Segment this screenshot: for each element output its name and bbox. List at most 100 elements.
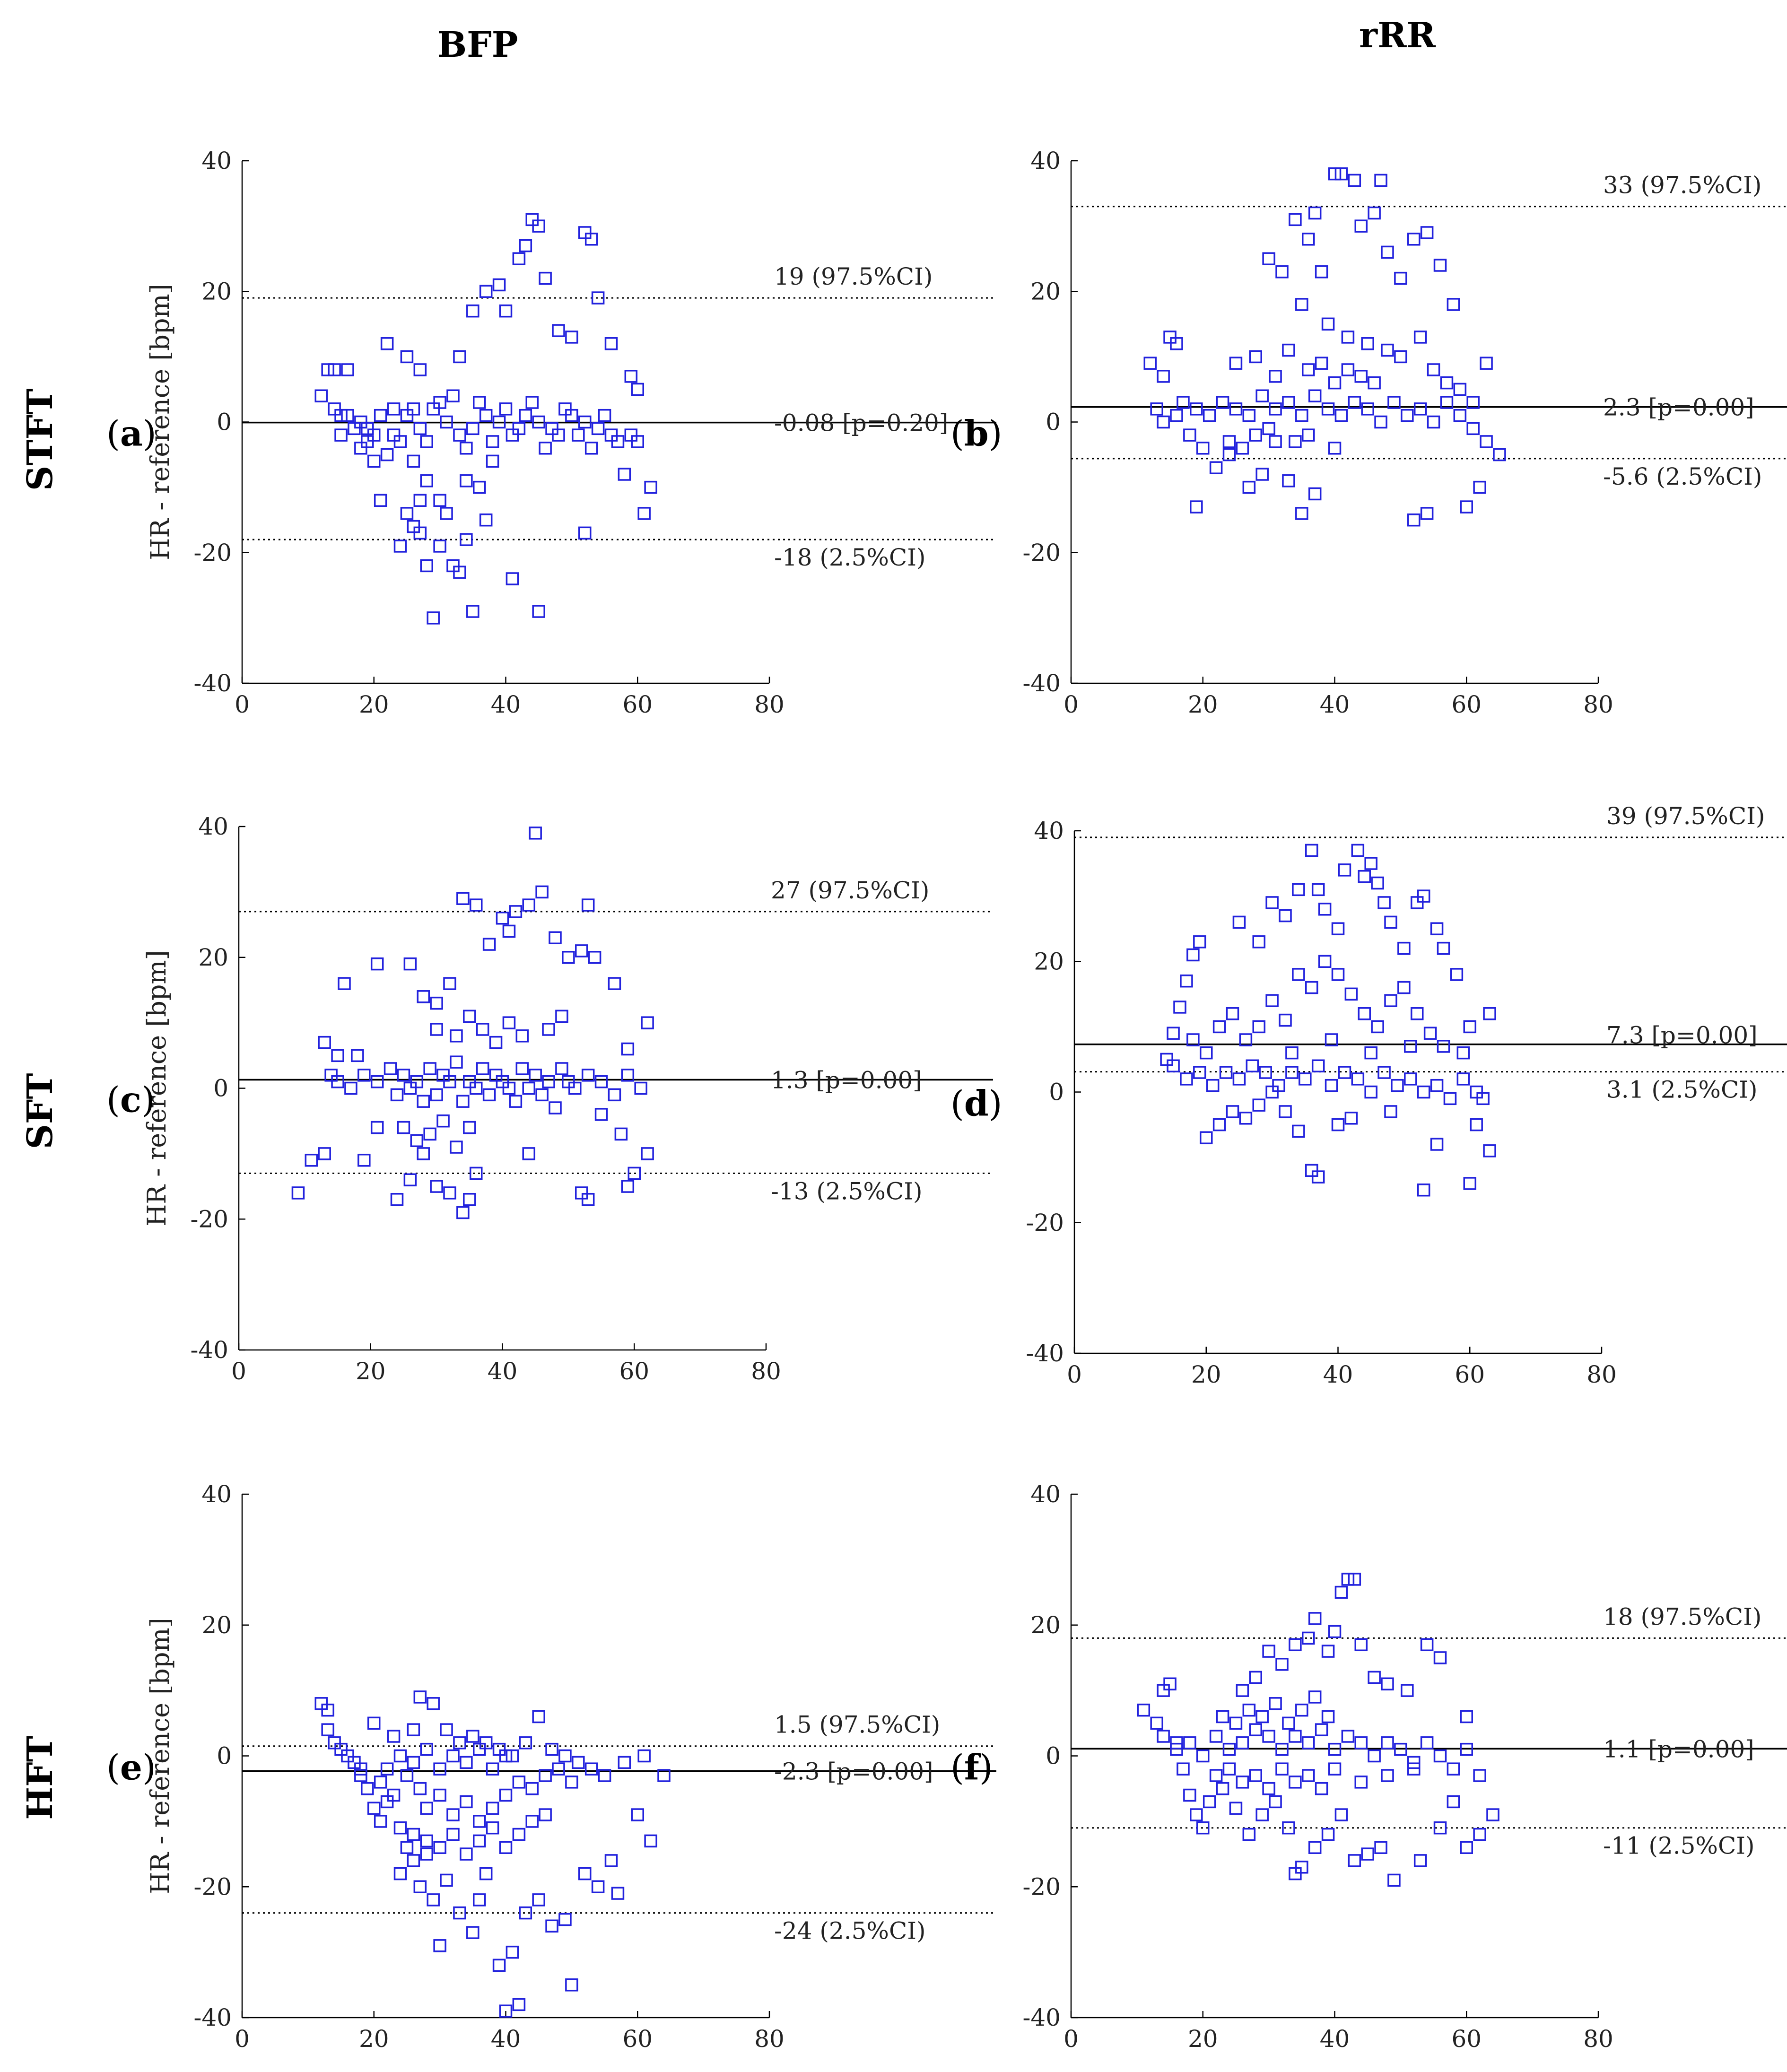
data-point xyxy=(305,1153,318,1167)
data-point xyxy=(466,605,479,618)
data-point xyxy=(1354,219,1368,233)
data-point xyxy=(1463,1020,1476,1034)
panel-letter: e xyxy=(120,1748,142,1788)
data-point xyxy=(562,1075,575,1088)
data-point xyxy=(641,1016,654,1029)
data-point xyxy=(1193,935,1206,949)
data-point xyxy=(552,1762,565,1776)
data-point xyxy=(420,559,433,573)
data-point xyxy=(1302,1631,1315,1645)
data-point xyxy=(1282,1821,1295,1835)
data-point xyxy=(1341,1573,1355,1586)
x-tick-label: 20 xyxy=(359,691,389,718)
data-point xyxy=(1272,1079,1285,1092)
data-point xyxy=(1311,1170,1325,1184)
data-point xyxy=(1341,331,1355,344)
column-title-bfp: BFP xyxy=(437,25,518,65)
data-point xyxy=(1212,1118,1226,1132)
data-point xyxy=(1381,1736,1394,1750)
data-point xyxy=(575,944,588,958)
data-point xyxy=(1364,1046,1377,1060)
data-point xyxy=(1289,1776,1302,1789)
data-point xyxy=(506,572,519,585)
data-point xyxy=(1377,896,1391,909)
data-point xyxy=(1338,1066,1351,1079)
data-point xyxy=(545,422,558,435)
data-point xyxy=(1321,1828,1335,1841)
data-point xyxy=(1206,1079,1220,1092)
data-point xyxy=(291,1186,305,1200)
data-point xyxy=(1341,1730,1355,1743)
data-point xyxy=(370,957,384,971)
data-point xyxy=(565,1978,578,1992)
panel-letter: f xyxy=(964,1748,981,1788)
data-point xyxy=(588,951,601,964)
data-point xyxy=(413,1782,427,1795)
data-point xyxy=(525,1782,539,1795)
data-point xyxy=(1203,1795,1216,1809)
data-point xyxy=(367,454,381,468)
data-point xyxy=(351,1049,364,1062)
x-tick-label: 0 xyxy=(1063,2025,1079,2053)
data-point xyxy=(558,1913,572,1926)
data-point xyxy=(1328,376,1342,390)
data-point xyxy=(433,396,446,409)
data-point xyxy=(463,1193,476,1206)
data-point xyxy=(433,1788,446,1802)
y-tick-label: -40 xyxy=(1026,1340,1064,1367)
data-point xyxy=(621,1180,635,1193)
data-point xyxy=(407,402,420,416)
data-point xyxy=(1420,1736,1434,1750)
data-point xyxy=(1170,1742,1183,1756)
mean-bias-label: -2.3 [p=0.00] xyxy=(774,1758,933,1785)
data-point xyxy=(1450,968,1464,981)
data-point xyxy=(456,1206,470,1219)
data-point xyxy=(1209,461,1223,474)
data-point xyxy=(400,409,414,422)
data-point xyxy=(1242,480,1256,494)
data-point xyxy=(584,233,598,246)
data-point xyxy=(1433,1651,1447,1664)
data-point xyxy=(453,428,466,442)
data-point xyxy=(1381,1769,1394,1782)
data-point xyxy=(393,1867,407,1880)
data-point xyxy=(1177,1762,1190,1776)
data-point xyxy=(1173,1001,1186,1014)
data-point xyxy=(1381,1677,1394,1691)
data-point xyxy=(314,389,328,402)
data-point xyxy=(1222,448,1236,461)
data-point xyxy=(1275,1742,1289,1756)
data-point xyxy=(1170,337,1183,350)
data-point xyxy=(525,213,539,226)
data-point xyxy=(436,1069,450,1082)
data-point xyxy=(1331,968,1345,981)
data-point xyxy=(486,435,499,448)
data-point xyxy=(407,1854,420,1867)
data-point xyxy=(496,1075,509,1088)
data-point xyxy=(476,1023,489,1036)
upper-limit-label: 27 (97.5%CI) xyxy=(771,877,929,904)
data-point xyxy=(545,1919,558,1933)
data-point xyxy=(532,415,545,429)
data-point xyxy=(1292,968,1305,981)
data-point xyxy=(393,1821,407,1835)
data-point xyxy=(1364,857,1377,870)
data-point xyxy=(1282,474,1295,488)
data-point xyxy=(473,396,486,409)
data-point xyxy=(578,226,592,239)
data-point xyxy=(486,1821,499,1835)
data-point xyxy=(400,1841,414,1854)
data-point xyxy=(466,422,479,435)
data-point xyxy=(532,1893,545,1907)
data-point xyxy=(354,442,367,455)
data-point xyxy=(1466,422,1480,435)
data-point xyxy=(1437,1040,1450,1053)
y-axis-label: HR - reference [bpm] xyxy=(142,950,172,1226)
mean-bias-label: 7.3 [p=0.00] xyxy=(1606,1022,1758,1049)
x-tick-label: 40 xyxy=(491,2025,521,2053)
data-point xyxy=(565,331,578,344)
data-point xyxy=(1423,1027,1437,1040)
data-point xyxy=(380,337,394,350)
